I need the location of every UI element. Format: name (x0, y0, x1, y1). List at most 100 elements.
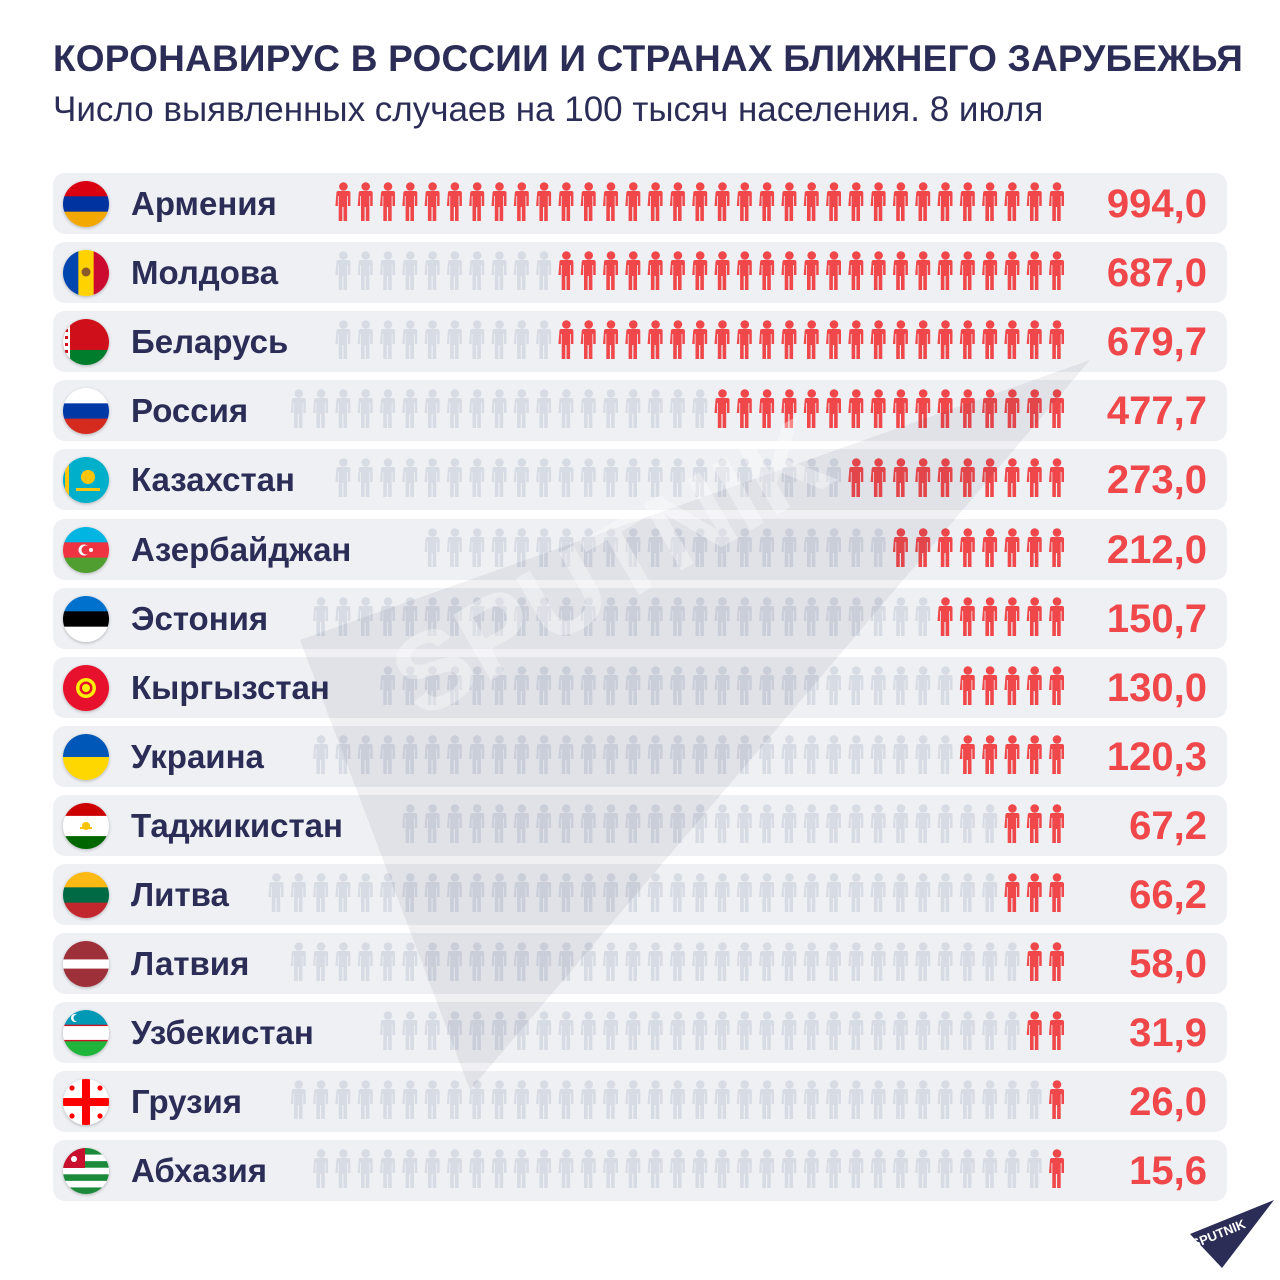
person-icon (1004, 804, 1020, 843)
person-icon (892, 665, 908, 705)
person-icon (513, 804, 529, 843)
person-icon (692, 320, 708, 360)
person-icon (513, 596, 529, 636)
person-icon (692, 527, 708, 567)
person-icon (625, 1149, 641, 1189)
person-icon (1049, 804, 1064, 843)
person-icon (826, 734, 841, 774)
person-icon (1049, 182, 1064, 221)
person-icon (313, 1080, 329, 1120)
sputnik-logo: SPUTNIK (1190, 1200, 1274, 1268)
value-label: 67,2 (1129, 803, 1207, 848)
person-icon (692, 1080, 708, 1120)
person-icon (313, 873, 329, 912)
person-icon (446, 527, 462, 567)
person-icon (937, 389, 953, 429)
person-icon (826, 596, 841, 636)
person-icon (558, 873, 574, 912)
person-icon (982, 596, 998, 636)
person-icon (870, 665, 886, 705)
person-icon (803, 596, 819, 636)
person-icon (848, 182, 864, 221)
value-label: 130,0 (1106, 665, 1207, 710)
person-icon (1004, 527, 1020, 567)
person-icon (781, 182, 797, 221)
person-icon (1004, 1011, 1020, 1051)
person-icon (915, 734, 931, 774)
person-icon (982, 1080, 998, 1120)
person-icon (402, 942, 418, 982)
person-icon (803, 1149, 819, 1189)
person-icon (959, 458, 975, 498)
person-icon (513, 527, 529, 567)
person-icon (870, 1149, 886, 1189)
person-icon (803, 389, 819, 429)
armenia-flag-icon (63, 181, 109, 227)
person-icon (446, 1149, 462, 1189)
person-icon (759, 596, 775, 636)
person-icon (491, 1080, 507, 1120)
person-icon (603, 527, 618, 567)
person-icon (513, 320, 529, 360)
person-icon (669, 942, 685, 982)
person-icon (1049, 1011, 1064, 1051)
person-icon (1004, 458, 1020, 498)
person-icon (736, 320, 752, 360)
person-icon (446, 389, 462, 429)
person-icon (380, 320, 395, 360)
person-icon (424, 665, 440, 705)
person-icon (513, 873, 529, 912)
person-icon (803, 320, 819, 360)
person-icon (491, 320, 507, 360)
person-icon (446, 804, 462, 843)
person-icon (313, 596, 329, 636)
person-icon (714, 1080, 730, 1120)
person-icon (848, 527, 864, 567)
person-icon (446, 458, 462, 498)
person-icon (848, 1149, 864, 1189)
person-icon (937, 734, 953, 774)
person-icon (424, 389, 440, 429)
person-icon (580, 182, 596, 221)
person-icon (759, 734, 775, 774)
person-icon (781, 942, 797, 982)
person-icon (848, 251, 864, 291)
person-icon (870, 734, 886, 774)
person-icon (692, 389, 708, 429)
person-icon (937, 1080, 953, 1120)
person-icon (469, 1149, 485, 1189)
person-icon (959, 596, 975, 636)
person-icon (268, 873, 284, 912)
person-icon (803, 1011, 819, 1051)
person-icon (313, 1149, 329, 1189)
person-icon (625, 1011, 641, 1051)
people-bar (290, 389, 1064, 429)
person-icon (603, 734, 618, 774)
person-icon (915, 873, 931, 912)
russia-flag-icon (63, 388, 109, 435)
person-icon (1004, 251, 1020, 291)
person-icon (491, 596, 507, 636)
person-icon (870, 251, 886, 291)
person-icon (803, 873, 819, 912)
person-icon (536, 1149, 552, 1189)
person-icon (580, 389, 596, 429)
row-10: Литва 66,2 (53, 864, 1227, 925)
person-icon (1026, 665, 1042, 705)
person-icon (848, 665, 864, 705)
person-icon (692, 182, 708, 221)
person-icon (937, 1011, 953, 1051)
person-icon (669, 1149, 685, 1189)
person-icon (491, 942, 507, 982)
person-icon (558, 734, 574, 774)
person-icon (826, 665, 841, 705)
person-icon (937, 458, 953, 498)
ukraine-flag-icon (63, 733, 109, 780)
person-icon (915, 182, 931, 221)
person-icon (982, 665, 998, 705)
azerbaijan-flag-icon (63, 526, 109, 573)
row-9: Таджикистан 67,2 (53, 794, 1227, 856)
person-icon (781, 458, 797, 498)
georgia-flag-icon (63, 1079, 109, 1126)
person-icon (959, 665, 975, 705)
